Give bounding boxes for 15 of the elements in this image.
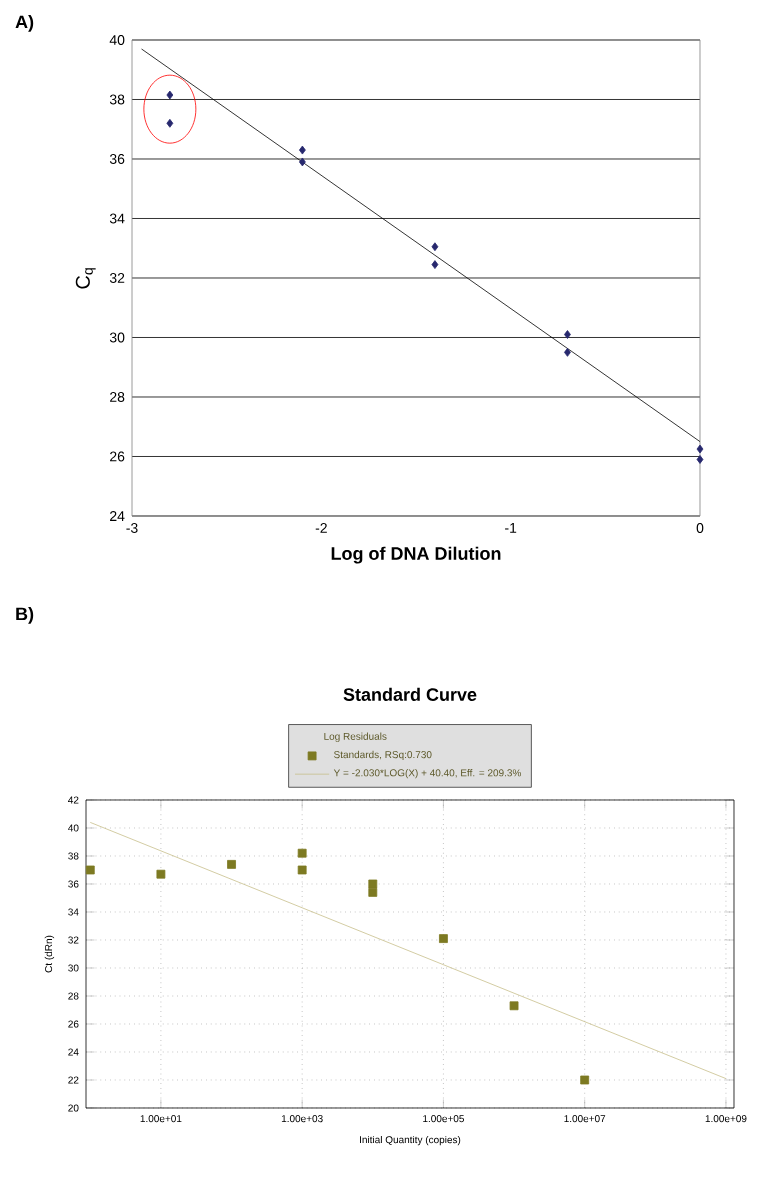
text: A) [15,15,34,32]
point [564,330,571,339]
point [431,260,439,270]
x-axis-title: Log of DNA Dilution [331,546,501,564]
point [299,145,306,155]
point [696,444,704,454]
point [431,242,439,252]
point [564,347,571,357]
text: B) [16,607,34,624]
y-axis-title: C$_{q}$ [75,268,96,289]
point [166,90,174,100]
point [299,157,306,167]
point [166,118,174,128]
point [696,455,704,464]
chart-title: Standard Curve [343,687,477,701]
